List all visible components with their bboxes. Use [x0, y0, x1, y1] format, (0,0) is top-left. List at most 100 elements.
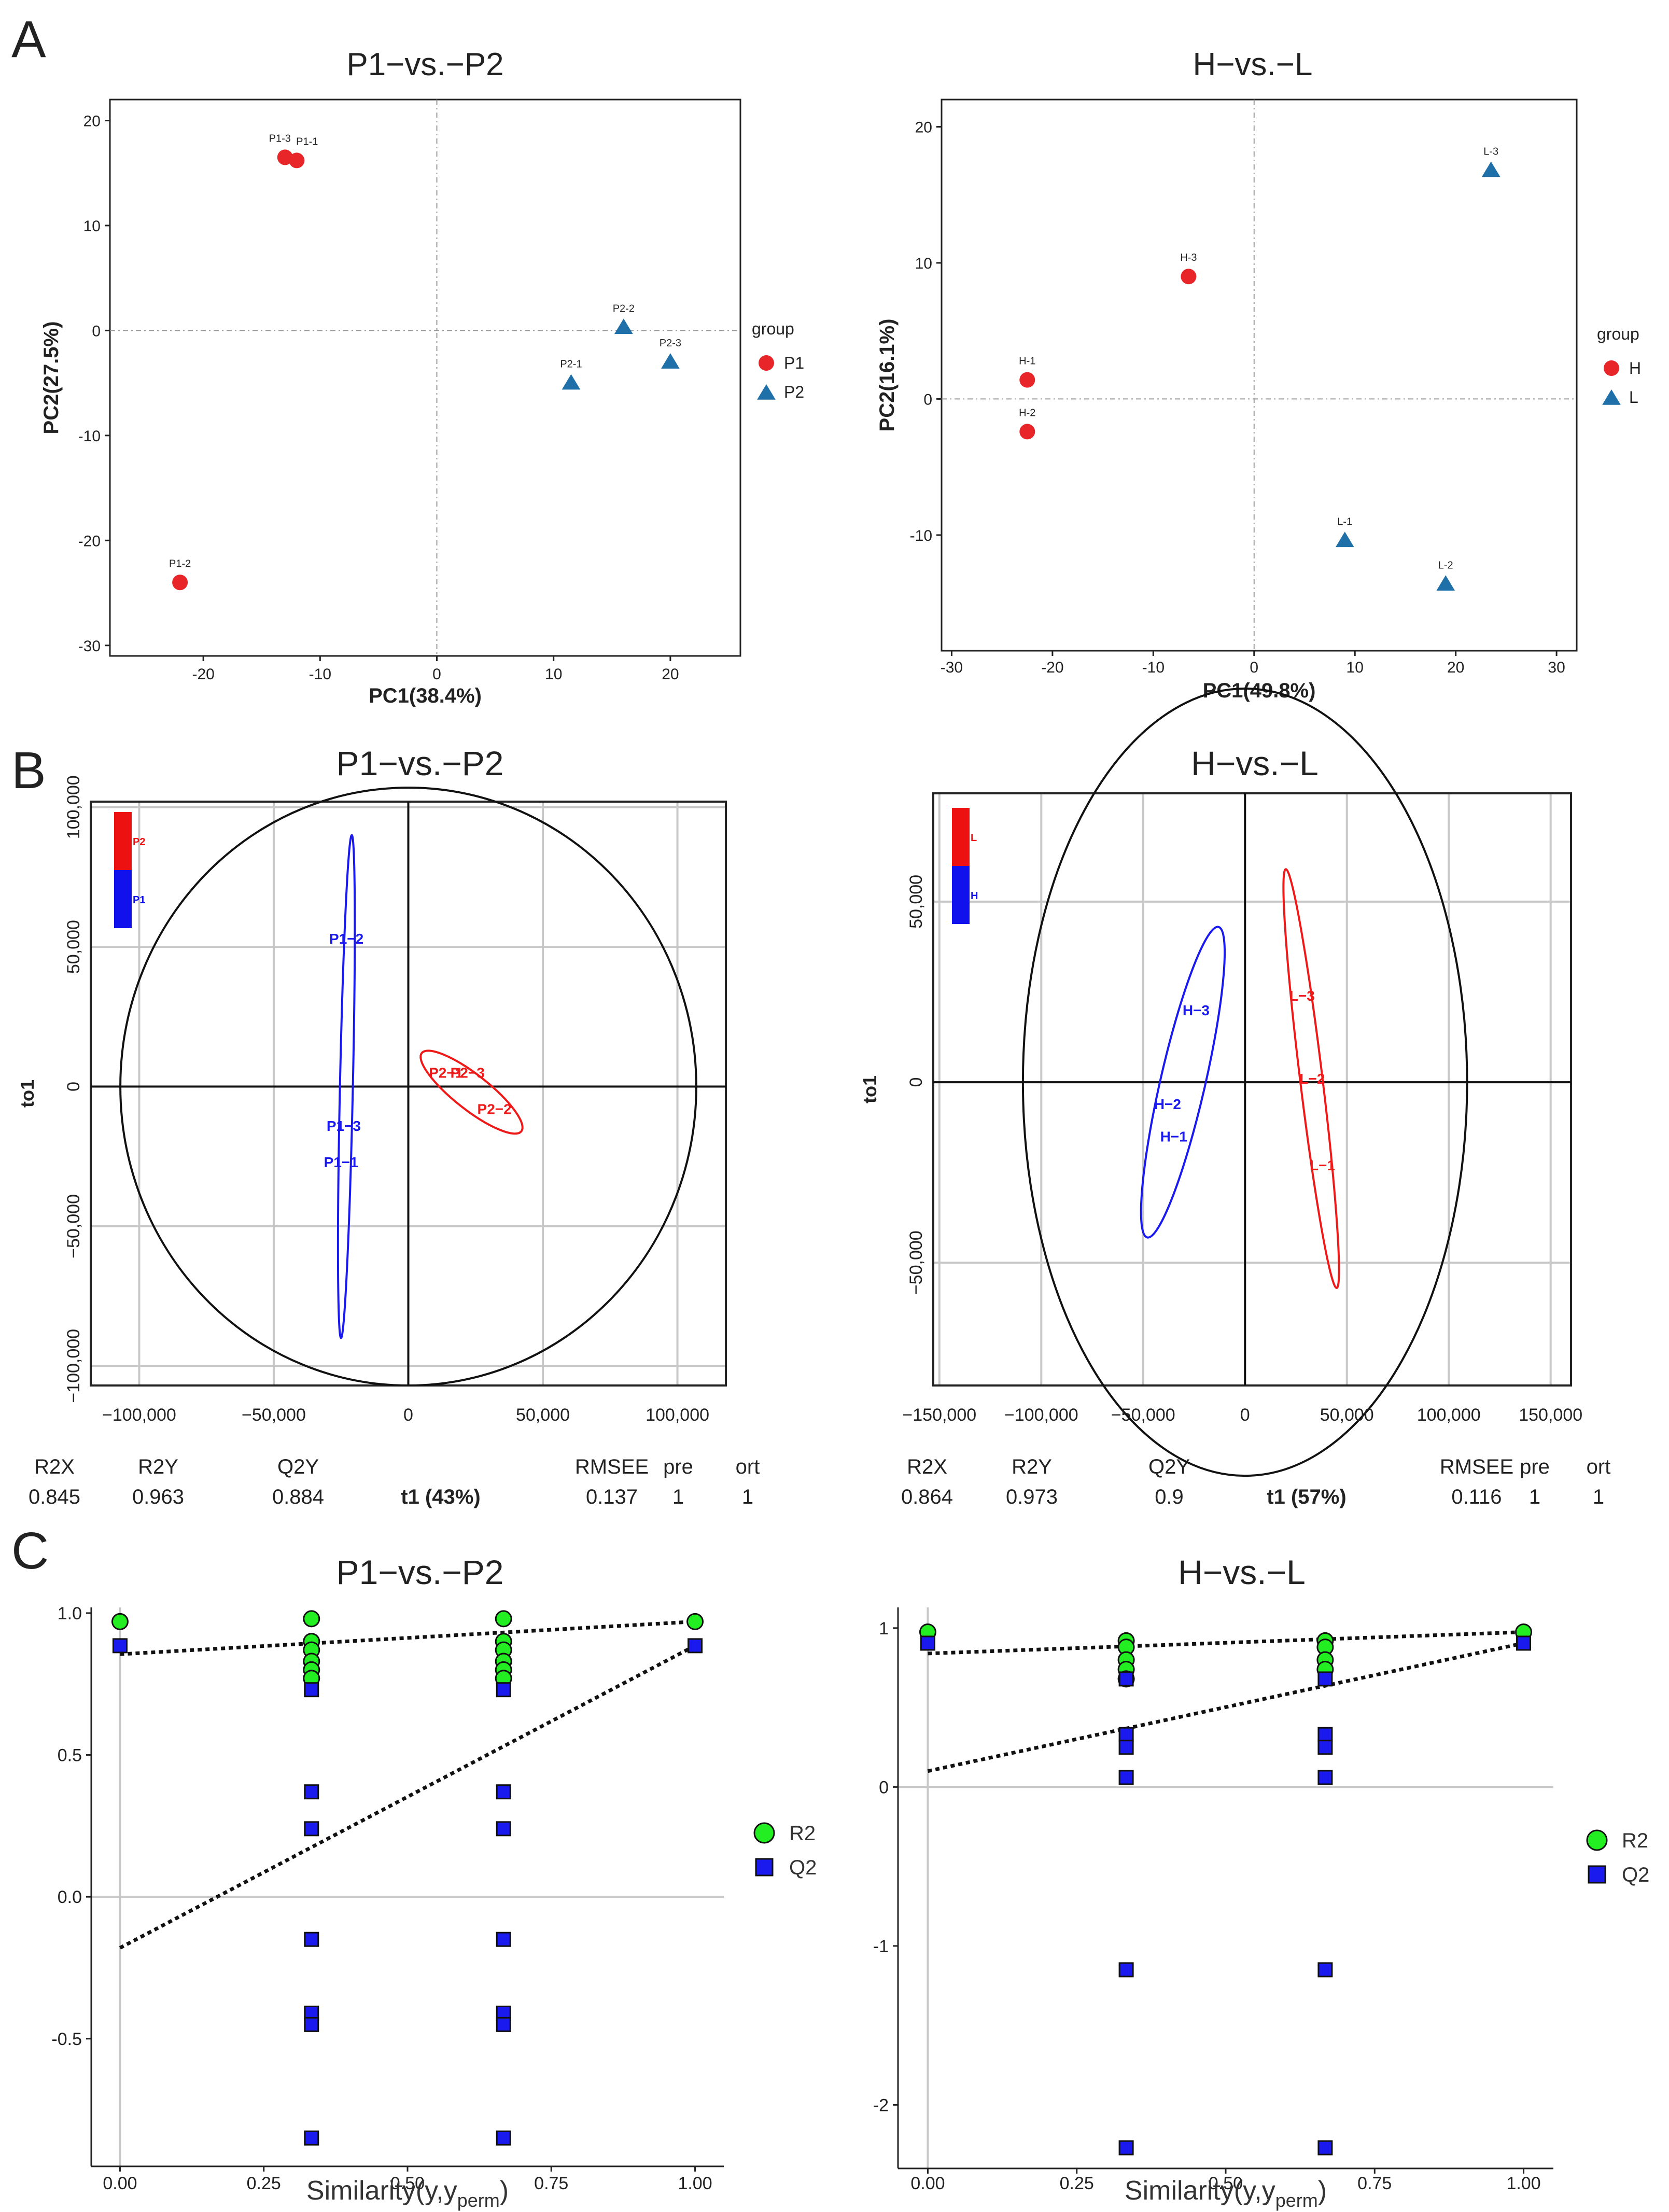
legend-color-red: [952, 808, 970, 866]
x-tick-label: 50,000: [516, 1405, 570, 1425]
y-tick-label: 0: [923, 391, 932, 408]
y-tick-label: 20: [915, 119, 932, 136]
opls-da-chart-h-vs-l: H−vs.−L−150,000 −100,000 −50,000 0 50,000 100…: [859, 688, 1610, 1508]
sample-label: H−3: [1183, 1002, 1210, 1018]
x-tick-label: -20: [192, 666, 214, 683]
data-point-circle: [172, 575, 188, 591]
q2-point: [1317, 1962, 1333, 1978]
stats-value: 0.845: [29, 1486, 80, 1508]
legend-label: P2: [784, 383, 804, 401]
data-point-triangle: [661, 353, 680, 369]
x-tick-label: -10: [309, 666, 331, 683]
stats-value: 1: [672, 1486, 684, 1508]
chart-title: P1−vs.−P2: [336, 744, 504, 782]
y-tick-label: 50,000: [906, 875, 926, 929]
chart-title: P1−vs.−P2: [336, 1553, 504, 1591]
y-axis-label: to1: [17, 1080, 38, 1108]
q2-point: [496, 1784, 511, 1800]
stats-header: pre: [663, 1455, 693, 1478]
legend-label: H: [971, 890, 978, 902]
legend-label: L: [1629, 388, 1638, 407]
x-tick-label: 0: [1240, 1405, 1250, 1425]
panel-letter-a: A: [11, 10, 46, 68]
y-tick-label: 10: [83, 218, 101, 235]
plot-frame: [109, 99, 741, 657]
q2-point: [304, 1931, 319, 1947]
panel-letter-b: B: [11, 741, 46, 800]
x-tick-label: 0.75: [1357, 2174, 1392, 2193]
permutation-chart-p1-vs-p2: P1−vs.−P2 0.00 0.25 0.50 0.75 1.00 -0.5 0.0 0.5 1…: [51, 1553, 817, 2211]
x-tick-label: 100,000: [646, 1405, 709, 1425]
stats-header: t1 (57%): [1267, 1486, 1346, 1508]
y-tick-label: -10: [78, 428, 101, 445]
stats-value: 0.9: [1155, 1486, 1184, 1508]
data-point-triangle: [1335, 531, 1354, 548]
hotelling-t2-ellipse: [119, 787, 697, 1387]
point-label: H-2: [1019, 407, 1035, 418]
data-point-circle: [289, 152, 305, 169]
stats-header: ort: [736, 1455, 760, 1478]
legend-marker-q2: [1588, 1865, 1606, 1884]
q2-point: [1118, 1727, 1134, 1742]
legend-title: group: [1597, 325, 1639, 343]
x-tick-label: 150,000: [1519, 1405, 1582, 1425]
chart-title: H−vs.−L: [1191, 744, 1319, 782]
point-label: P1-2: [169, 558, 191, 569]
x-tick-label: 0: [432, 666, 441, 683]
y-tick-label: -2: [873, 2095, 889, 2115]
x-tick-label: −50,000: [242, 1405, 306, 1425]
y-axis-label: PC2(16.1%): [876, 319, 899, 432]
q2-point: [1118, 2140, 1134, 2155]
stats-value: 0.116: [1451, 1486, 1502, 1508]
stats-value: 0.864: [901, 1486, 953, 1508]
plot-frame: [932, 792, 1572, 1387]
x-tick-label: 0.50: [390, 2174, 425, 2193]
sample-label: P2−3: [451, 1065, 485, 1081]
q2-point: [920, 1635, 935, 1651]
legend-label: H: [1629, 359, 1641, 377]
y-tick-label: 100,000: [64, 775, 83, 839]
x-axis-label-main: Similarity(y,y: [306, 2176, 457, 2206]
x-axis-label-subscript: perm: [1275, 2190, 1318, 2211]
group-confidence-ellipse: [1282, 868, 1340, 1289]
stats-header: R2X: [907, 1455, 947, 1478]
stats-header: RMSEE: [1440, 1455, 1513, 1478]
panel-letter-c: C: [11, 1522, 49, 1580]
x-tick-label: −150,000: [902, 1405, 976, 1425]
q2-point: [496, 2130, 511, 2146]
stats-value: 0.137: [586, 1486, 638, 1508]
x-tick-label: 10: [545, 666, 562, 683]
q2-point: [1118, 1962, 1134, 1978]
permutation-chart-h-vs-l: H−vs.−L 0.00 0.25 0.50 0.75 1.00 -2 -1 0 1 Similar…: [873, 1553, 1650, 2211]
legend-label: P2: [133, 836, 145, 848]
legend-marker-r2: [1586, 1829, 1608, 1851]
point-label: P2-3: [660, 338, 681, 349]
stats-header: Q2Y: [277, 1455, 319, 1478]
sample-label: L−2: [1299, 1071, 1325, 1087]
x-tick-label: 100,000: [1417, 1405, 1481, 1425]
opls-da-chart-p1-vs-p2: P1−vs.−P2 −100,000 −50,000 0 50,000 100,000 −1…: [17, 744, 760, 1508]
y-tick-label: -30: [78, 638, 101, 655]
stats-header: pre: [1520, 1455, 1550, 1478]
sample-label: P1−3: [327, 1118, 361, 1134]
data-point-circle: [1019, 424, 1035, 440]
stats-value: 0.973: [1006, 1486, 1058, 1508]
q2-point: [496, 1931, 511, 1947]
point-label: P1-1: [296, 136, 318, 147]
x-tick-label: 50,000: [1320, 1405, 1374, 1425]
stats-value: 1: [742, 1486, 753, 1508]
stats-header: t1 (43%): [401, 1486, 480, 1508]
point-label: L-1: [1337, 516, 1352, 527]
legend-label-r2: R2: [789, 1822, 816, 1845]
sample-label: P2−2: [478, 1101, 512, 1117]
y-axis-label: PC2(27.5%): [40, 321, 63, 435]
legend-label: L: [971, 832, 977, 844]
q2-point: [1317, 1770, 1333, 1785]
sample-label: P1−1: [324, 1154, 358, 1170]
y-tick-label: 50,000: [64, 920, 83, 974]
chart-title: P1−vs.−P2: [346, 47, 503, 82]
q2-point: [1118, 1770, 1134, 1785]
q2-regression-line: [119, 1644, 696, 1950]
legend-marker-triangle: [757, 384, 776, 400]
stats-header: RMSEE: [575, 1455, 649, 1478]
